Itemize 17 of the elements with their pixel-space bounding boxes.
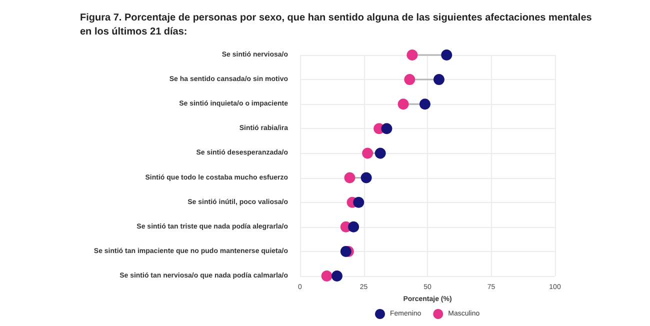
point: [433, 74, 444, 86]
point: [344, 172, 356, 184]
point: [331, 270, 342, 282]
point: [404, 74, 416, 86]
point: [406, 50, 418, 60]
point: [340, 246, 352, 257]
point: [441, 50, 452, 60]
point: [398, 98, 409, 110]
point: [348, 221, 360, 232]
point: [362, 148, 374, 159]
point: [381, 123, 392, 134]
point: [321, 270, 332, 282]
point: [419, 98, 430, 110]
point: [360, 172, 372, 184]
point: [353, 196, 364, 208]
chart-title: Figura 7. Porcentaje de personas por sexo, que han sentido alguna de las siguientes afectaciones mentales en los últimos 21 días:: [80, 12, 595, 38]
point: [374, 148, 386, 159]
